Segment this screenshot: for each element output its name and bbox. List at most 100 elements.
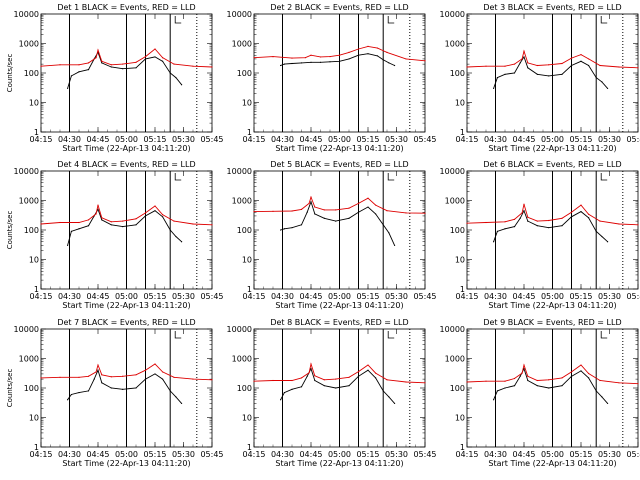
data-point-lld	[87, 219, 90, 221]
data-point-lld	[173, 376, 175, 378]
data-point-lld	[405, 381, 407, 383]
data-point-events	[110, 387, 112, 389]
data-point-events	[394, 244, 396, 247]
data-point-lld	[485, 380, 487, 382]
data-point-events	[523, 368, 525, 370]
y-tick-label: 1000	[445, 197, 465, 206]
data-point-lld	[97, 364, 99, 366]
data-point-events	[527, 220, 529, 222]
data-point-events	[154, 373, 156, 375]
y-tick-label: 10000	[440, 167, 465, 176]
data-point-events	[87, 69, 90, 71]
data-point-events	[87, 225, 90, 227]
data-point-events	[319, 61, 322, 63]
x-tick-label: 04:30	[484, 135, 507, 144]
data-point-lld	[78, 64, 80, 66]
data-point-events	[162, 378, 164, 380]
data-point-events	[283, 228, 285, 230]
data-point-events	[291, 388, 293, 390]
y-tick-label: 100	[450, 384, 465, 393]
data-point-events	[504, 228, 506, 230]
y-tick-label: 1	[460, 285, 465, 294]
x-tick-label: 05:00	[115, 450, 138, 459]
chart-title: Det 4 BLACK = Events, RED = LLD	[57, 160, 195, 169]
data-point-lld	[304, 57, 306, 59]
data-point-lld	[618, 66, 620, 68]
data-point-lld	[637, 383, 639, 385]
data-point-events	[607, 241, 609, 243]
data-point-events	[329, 61, 331, 63]
y-tick-label: 100	[237, 69, 252, 78]
y-tick-label: 10000	[14, 325, 39, 334]
data-point-lld	[386, 210, 388, 212]
data-point-events	[493, 399, 495, 401]
y-tick-label: 10000	[14, 10, 39, 19]
x-axis-label: Start Time (22-Apr-13 04:11:20)	[62, 459, 190, 468]
x-tick-label: 05:45	[200, 135, 223, 144]
data-point-lld	[367, 197, 369, 199]
data-point-lld	[310, 363, 312, 365]
chart-panel-5: Det 5 BLACK = Events, RED = LLD 1 10 100 100…	[227, 160, 437, 310]
series-events	[67, 368, 182, 404]
series-events	[493, 209, 608, 243]
data-point-events	[519, 62, 521, 64]
y-tick-label: 1000	[19, 355, 39, 364]
data-point-lld	[637, 67, 639, 69]
x-tick-label: 04:45	[512, 292, 535, 301]
y-tick-label: 10000	[227, 10, 252, 19]
data-point-events	[122, 388, 124, 390]
series-lld	[466, 363, 639, 385]
data-point-events	[519, 217, 521, 219]
data-point-events	[97, 369, 99, 371]
y-tick-label: 100	[450, 226, 465, 235]
data-point-events	[162, 216, 164, 218]
chart-panel-1: Det 1 BLACK = Events, RED = LLD 1 10 100 100…	[6, 3, 224, 153]
data-point-lld	[192, 223, 194, 225]
data-point-events	[181, 402, 183, 405]
data-point-events	[181, 84, 183, 86]
y-tick-label: 1	[34, 443, 39, 452]
y-tick-label: 10	[455, 99, 465, 108]
data-point-lld	[211, 66, 213, 68]
data-point-events	[382, 224, 384, 226]
y-axis-label: Counts/sec	[6, 369, 14, 408]
x-tick-label: 04:30	[58, 450, 81, 459]
y-tick-label: 1000	[19, 197, 39, 206]
data-point-lld	[527, 216, 529, 218]
data-point-lld	[162, 57, 164, 59]
data-point-lld	[570, 57, 573, 59]
y-tick-label: 100	[450, 69, 465, 78]
x-tick-label: 05:15	[143, 450, 166, 459]
data-point-lld	[466, 222, 468, 224]
x-tick-label: 04:30	[58, 292, 81, 301]
series-lld	[253, 362, 426, 384]
data-point-events	[548, 75, 550, 77]
y-tick-label: 1	[247, 285, 252, 294]
data-point-lld	[386, 379, 388, 381]
y-tick-label: 1	[247, 443, 252, 452]
x-tick-label: 04:15	[242, 292, 265, 301]
data-point-lld	[424, 60, 426, 62]
data-point-events	[135, 387, 137, 389]
data-point-lld	[323, 379, 325, 381]
data-point-events	[300, 62, 303, 64]
data-point-lld	[272, 210, 274, 212]
data-point-lld	[527, 62, 529, 64]
x-tick-label: 05:30	[172, 292, 195, 301]
data-point-lld	[338, 54, 341, 56]
data-point-lld	[548, 219, 550, 222]
series-lld	[40, 48, 213, 68]
data-point-events	[588, 64, 590, 67]
data-point-events	[375, 213, 377, 215]
data-point-events	[561, 73, 563, 75]
data-point-events	[367, 369, 369, 371]
bracket-marker	[600, 16, 608, 24]
data-point-lld	[536, 220, 538, 222]
data-point-lld	[357, 370, 360, 373]
data-point-events	[504, 73, 506, 75]
bracket-marker	[600, 331, 608, 339]
data-point-events	[536, 73, 538, 75]
data-point-events	[357, 211, 360, 213]
data-point-events	[310, 61, 312, 63]
data-point-events	[175, 396, 177, 398]
